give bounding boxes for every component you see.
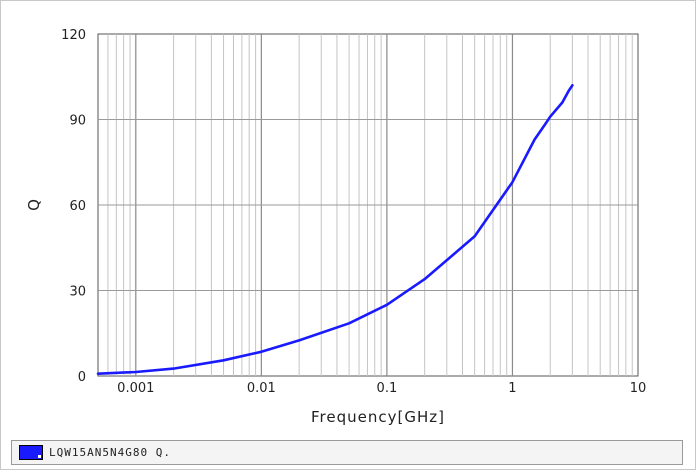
grid-lines [98,34,638,376]
legend: LQW15AN5N4G80 Q. [11,440,683,465]
x-axis-ticks: 0.001 0.01 0.1 1 10 [117,381,646,396]
series-line [96,84,574,376]
series-group [96,84,574,376]
y-tick-label: 120 [61,28,86,43]
legend-swatch[interactable] [19,445,43,460]
y-axis-label: Q [25,199,43,211]
legend-label: LQW15AN5N4G80 Q. [49,446,171,459]
x-tick-label: 1 [508,381,516,396]
y-axis-ticks: 0 30 60 90 120 [61,28,86,385]
x-tick-label: 0.01 [247,381,276,396]
y-tick-label: 90 [69,114,86,129]
x-tick-label: 10 [630,381,647,396]
y-tick-label: 60 [69,199,86,214]
y-tick-label: 0 [78,370,86,385]
q-frequency-chart: 0 30 60 90 120 0.001 0.01 0.1 1 10 Q Frequency[G… [25,28,646,426]
x-axis-label: Frequency[GHz] [311,408,445,426]
x-tick-label: 0.001 [117,381,154,396]
y-tick-label: 30 [69,285,86,300]
x-tick-label: 0.1 [377,381,398,396]
